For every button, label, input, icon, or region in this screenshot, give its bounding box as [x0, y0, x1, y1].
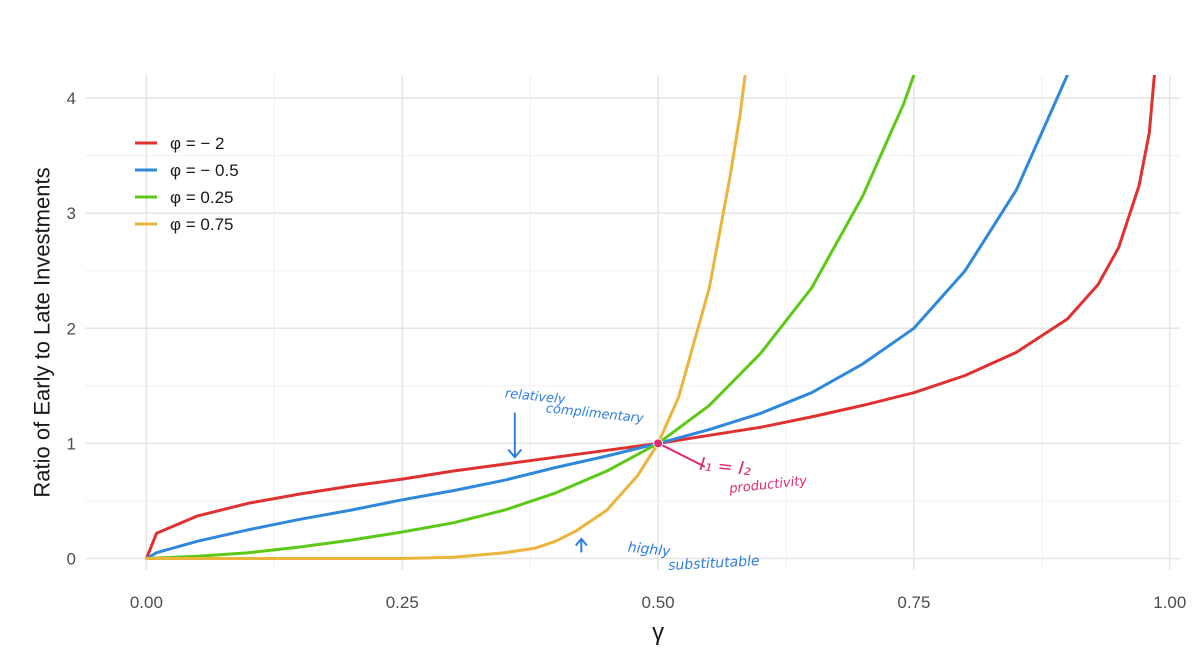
x-tick-label: 0.25 [386, 593, 419, 612]
series-lines [144, 75, 1156, 560]
annotation-text: substitutable [668, 553, 760, 574]
y-axis-tick-labels: 0 1 2 3 4 [67, 89, 76, 568]
series-line-4 [144, 75, 747, 560]
x-tick-label: 0.75 [897, 593, 930, 612]
annotation-arrowhead [507, 449, 522, 459]
legend-label-1: φ = − 2 [170, 134, 225, 153]
y-tick-label: 1 [67, 434, 76, 453]
annotation-text: highly [627, 540, 672, 560]
x-axis-title: γ [652, 619, 664, 646]
y-tick-label: 2 [67, 319, 76, 338]
legend-label-4: φ = 0.75 [170, 215, 233, 234]
annotation-text: complimentary [545, 401, 645, 426]
series-line-1 [144, 75, 1156, 560]
legend-label-2: φ = − 0.5 [170, 161, 239, 180]
y-tick-label: 3 [67, 204, 76, 223]
series-line-3 [144, 75, 916, 560]
intersection-point [653, 438, 664, 449]
y-tick-label: 0 [67, 549, 76, 568]
legend: φ = − 2 φ = − 0.5 φ = 0.25 φ = 0.75 [135, 134, 239, 234]
x-tick-label: 0.00 [130, 593, 163, 612]
annotation-arrowhead [575, 537, 588, 546]
x-tick-label: 1.00 [1153, 593, 1186, 612]
minor-grid [85, 75, 1180, 570]
legend-label-3: φ = 0.25 [170, 188, 233, 207]
y-tick-label: 4 [67, 89, 76, 108]
annotation-connector [662, 444, 706, 468]
major-grid [85, 75, 1180, 570]
y-axis-title: Ratio of Early to Late Investments [30, 167, 55, 497]
x-axis-tick-labels: 0.00 0.25 0.50 0.75 1.00 [130, 593, 1186, 612]
x-tick-label: 0.50 [642, 593, 675, 612]
annotation-text: relatively [504, 386, 566, 407]
series-line-2 [144, 75, 1069, 560]
annotation-text: I₁ = I₂ [698, 454, 751, 480]
